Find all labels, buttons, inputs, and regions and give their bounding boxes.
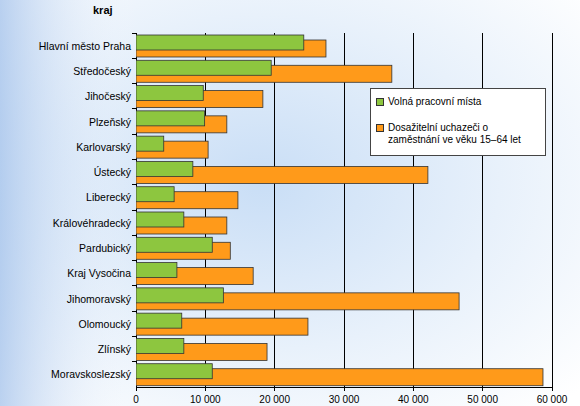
tick-mark bbox=[413, 387, 414, 391]
bar bbox=[136, 136, 164, 151]
category-label: Královéhradecký bbox=[53, 217, 132, 229]
tick-label: 0 bbox=[133, 394, 139, 405]
category-tick bbox=[132, 260, 136, 261]
legend-label: Volná pracovní místa bbox=[388, 96, 481, 108]
legend-label: Dosažitelní uchazeči o zaměstnání ve věk… bbox=[388, 122, 541, 146]
category-label: Liberecký bbox=[86, 191, 132, 203]
bar bbox=[136, 161, 193, 176]
legend-entry: Volná pracovní místa bbox=[375, 96, 541, 108]
bar bbox=[136, 237, 212, 252]
category-label: Plzeňský bbox=[89, 116, 132, 128]
bar bbox=[136, 313, 182, 328]
legend: Volná pracovní místa Dosažitelní uchazeči… bbox=[370, 88, 546, 156]
tick-mark bbox=[482, 387, 483, 391]
bar bbox=[136, 212, 184, 227]
category-tick bbox=[132, 184, 136, 185]
category-tick bbox=[132, 285, 136, 286]
tick-label: 20 000 bbox=[259, 394, 290, 405]
grid-line bbox=[482, 33, 483, 387]
axis-title: kraj bbox=[93, 4, 113, 16]
category-tick bbox=[132, 361, 136, 362]
category-label: Ústecký bbox=[94, 166, 132, 178]
tick-label: 40 000 bbox=[398, 394, 429, 405]
tick-label: 30 000 bbox=[329, 394, 360, 405]
category-tick bbox=[132, 33, 136, 34]
bar bbox=[136, 263, 177, 278]
category-tick bbox=[132, 108, 136, 109]
tick-mark bbox=[552, 387, 553, 391]
category-tick bbox=[132, 210, 136, 211]
tick-mark bbox=[274, 387, 275, 391]
category-tick bbox=[132, 311, 136, 312]
tick-label: 10 000 bbox=[190, 394, 221, 405]
category-tick bbox=[132, 159, 136, 160]
category-tick bbox=[132, 58, 136, 59]
chart-svg: 0 10 000 20 000 30 000 40 000 50 000 60 000 Hla… bbox=[0, 0, 580, 406]
category-tick bbox=[132, 235, 136, 236]
background-shade bbox=[0, 0, 140, 406]
tick-mark bbox=[205, 387, 206, 391]
grid-line bbox=[413, 33, 414, 387]
category-label: Kraj Vysočina bbox=[67, 267, 131, 279]
bar bbox=[136, 288, 223, 303]
category-label: Jihočeský bbox=[85, 90, 132, 102]
grid-line bbox=[552, 33, 553, 387]
category-tick bbox=[132, 134, 136, 135]
tick-label: 50 000 bbox=[467, 394, 498, 405]
bar bbox=[136, 60, 271, 75]
legend-entry: Dosažitelní uchazeči o zaměstnání ve věk… bbox=[375, 122, 541, 146]
tick-mark bbox=[136, 387, 137, 391]
category-label: Jihomoravský bbox=[67, 293, 132, 305]
x-axis bbox=[136, 387, 552, 388]
grid-line bbox=[344, 33, 345, 387]
legend-swatch bbox=[376, 124, 384, 132]
bar bbox=[136, 35, 304, 50]
category-label: Hlavní město Praha bbox=[39, 40, 131, 52]
bar bbox=[136, 187, 174, 202]
category-label: Středočeský bbox=[73, 65, 132, 77]
category-label: Karlovarský bbox=[76, 141, 132, 153]
category-label: Olomoucký bbox=[78, 318, 131, 330]
background bbox=[0, 0, 580, 406]
legend-swatch bbox=[376, 98, 384, 106]
category-label: Zlínský bbox=[98, 343, 132, 355]
category-label: Moravskoslezský bbox=[51, 368, 132, 380]
bar bbox=[136, 86, 203, 101]
tick-label: 60 000 bbox=[537, 394, 568, 405]
bar bbox=[136, 338, 184, 353]
category-tick bbox=[132, 83, 136, 84]
category-tick bbox=[132, 336, 136, 337]
tick-mark bbox=[344, 387, 345, 391]
bar bbox=[136, 111, 205, 126]
chart: {"chart_data": {"type": "bar", "orientat… bbox=[0, 0, 580, 406]
bar bbox=[136, 364, 212, 379]
category-label: Pardubický bbox=[79, 242, 132, 254]
